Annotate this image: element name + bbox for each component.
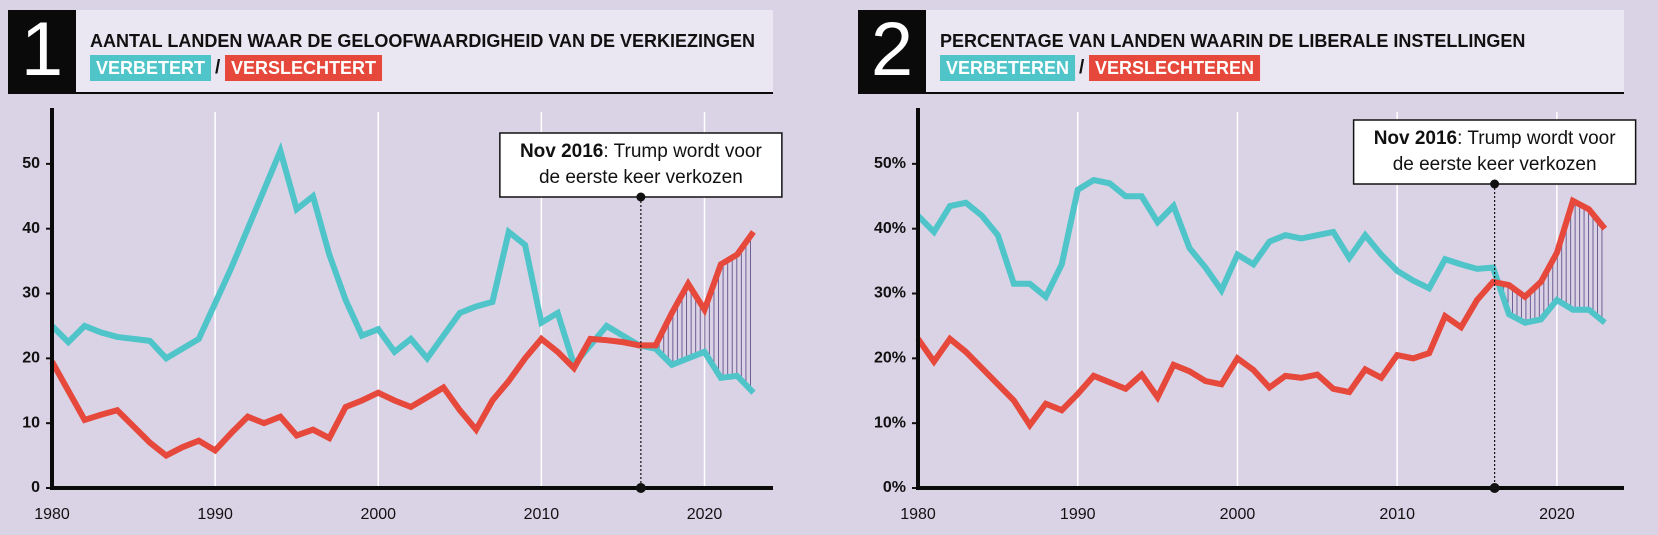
y-tick-label: 20% xyxy=(874,350,906,367)
x-tick-label: 2000 xyxy=(360,506,396,523)
annotation-text: de eerste keer verkozen xyxy=(1393,154,1597,175)
annotation-box xyxy=(1352,119,1637,185)
annotation-text: de eerste keer verkozen xyxy=(539,167,743,188)
legend-swatch xyxy=(90,55,212,81)
x-tick-label: 1980 xyxy=(34,506,70,523)
legend-separator: / xyxy=(215,57,221,78)
x-tick-label: 2010 xyxy=(1379,506,1415,523)
panel-title: AANTAL LANDEN WAAR DE GELOOFWAARDIGHEID … xyxy=(90,31,755,51)
annotation-label: Nov 2016 xyxy=(1374,128,1457,149)
legend-label: VERSLECHTERT xyxy=(231,58,376,78)
panel-title: PERCENTAGE VAN LANDEN WAARIN DE LIBERALE… xyxy=(940,31,1525,51)
legend-label: VERBETERT xyxy=(96,58,205,78)
y-tick-label: 30 xyxy=(22,285,40,302)
annotation-dot xyxy=(635,483,646,493)
x-tick-label: 2000 xyxy=(1220,506,1256,523)
legend-separator: / xyxy=(1079,57,1085,78)
x-tick-label: 1990 xyxy=(1060,506,1096,523)
series-line xyxy=(49,230,756,460)
legend-swatch xyxy=(225,55,383,81)
x-tick-label: 1980 xyxy=(900,506,936,523)
series-line xyxy=(915,196,1608,431)
y-tick-label: 40 xyxy=(22,220,40,237)
annotation-line-text: : Trump wordt voor xyxy=(1457,128,1616,149)
legend-swatch xyxy=(940,55,1076,81)
legend-swatch xyxy=(1089,55,1261,81)
y-tick-label: 50% xyxy=(874,155,906,172)
annotation-box xyxy=(499,132,783,198)
annotation-dot xyxy=(1489,483,1500,493)
annotation-dot xyxy=(1490,179,1500,189)
annotation-line-text: : Trump wordt voor xyxy=(603,141,762,162)
legend-label: VERBETEREN xyxy=(946,58,1069,78)
y-tick-label: 10 xyxy=(22,414,40,431)
number-block xyxy=(858,10,926,93)
series-line xyxy=(915,176,1607,326)
y-tick-label: 0% xyxy=(883,479,906,496)
x-tick-label: 2010 xyxy=(524,506,560,523)
y-tick-label: 0 xyxy=(31,479,40,496)
y-tick-label: 50 xyxy=(22,155,40,172)
panel: 1 AANTAL LANDEN WAAR DE GELOOFWAARDIGHEID… xyxy=(8,7,783,523)
number-block xyxy=(8,10,76,93)
x-tick-label: 1990 xyxy=(197,506,233,523)
y-tick-label: 40% xyxy=(874,220,906,237)
y-tick-label: 30% xyxy=(874,285,906,302)
annotation-dot xyxy=(636,192,646,202)
x-tick-label: 2020 xyxy=(687,506,723,523)
x-tick-label: 2020 xyxy=(1539,506,1575,523)
y-tick-label: 20 xyxy=(22,350,40,367)
legend-label: VERSLECHTEREN xyxy=(1095,58,1254,78)
annotation-text: Nov 2016: Trump wordt voor xyxy=(520,141,763,162)
annotation-text: Nov 2016: Trump wordt voor xyxy=(1374,128,1617,149)
panel-number: 1 xyxy=(21,7,63,92)
panel: 2 PERCENTAGE VAN LANDEN WAARIN DE LIBERAL… xyxy=(858,7,1637,523)
panel-number: 2 xyxy=(871,7,913,92)
annotation-label: Nov 2016 xyxy=(520,141,603,162)
y-tick-label: 10% xyxy=(874,414,906,431)
